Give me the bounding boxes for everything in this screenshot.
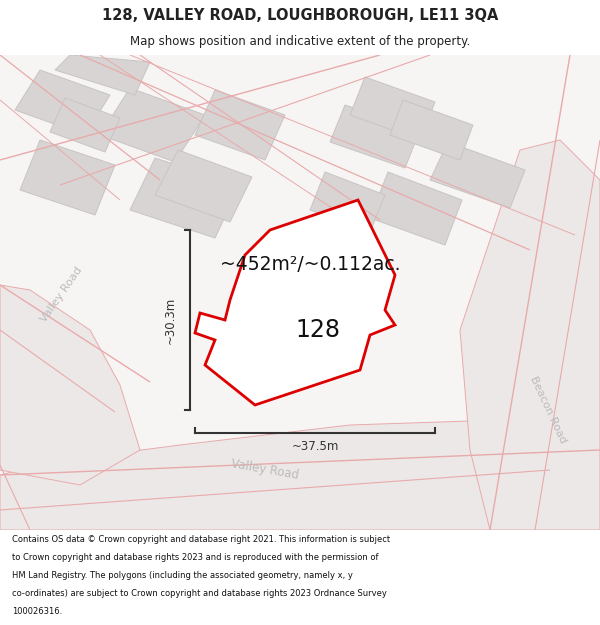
Text: 128: 128 — [296, 318, 341, 342]
Polygon shape — [460, 140, 600, 530]
Text: Contains OS data © Crown copyright and database right 2021. This information is : Contains OS data © Crown copyright and d… — [12, 535, 390, 544]
Text: 128, VALLEY ROAD, LOUGHBOROUGH, LE11 3QA: 128, VALLEY ROAD, LOUGHBOROUGH, LE11 3QA — [102, 8, 498, 23]
Text: ~37.5m: ~37.5m — [292, 441, 338, 454]
Text: Valley Road: Valley Road — [230, 458, 300, 482]
Text: ~452m²/~0.112ac.: ~452m²/~0.112ac. — [220, 256, 400, 274]
Polygon shape — [15, 70, 110, 135]
Text: 100026316.: 100026316. — [12, 607, 62, 616]
Text: Valley Road: Valley Road — [39, 266, 85, 324]
Text: HM Land Registry. The polygons (including the associated geometry, namely x, y: HM Land Registry. The polygons (includin… — [12, 571, 353, 580]
Polygon shape — [390, 100, 473, 160]
Polygon shape — [430, 142, 525, 208]
Polygon shape — [50, 98, 120, 152]
Text: co-ordinates) are subject to Crown copyright and database rights 2023 Ordnance S: co-ordinates) are subject to Crown copyr… — [12, 589, 387, 598]
Text: Beacon Road: Beacon Road — [528, 375, 568, 445]
Polygon shape — [370, 172, 462, 245]
Text: Map shows position and indicative extent of the property.: Map shows position and indicative extent… — [130, 35, 470, 48]
Polygon shape — [0, 285, 140, 485]
Polygon shape — [0, 55, 600, 530]
Polygon shape — [100, 88, 205, 162]
Polygon shape — [130, 158, 240, 238]
Polygon shape — [310, 172, 385, 232]
Polygon shape — [330, 105, 420, 168]
Text: ~30.3m: ~30.3m — [163, 296, 176, 344]
Polygon shape — [20, 140, 115, 215]
Polygon shape — [300, 235, 375, 295]
Polygon shape — [55, 55, 150, 95]
Polygon shape — [155, 150, 252, 222]
Polygon shape — [195, 90, 285, 160]
Polygon shape — [350, 77, 435, 140]
Polygon shape — [0, 420, 600, 530]
Text: to Crown copyright and database rights 2023 and is reproduced with the permissio: to Crown copyright and database rights 2… — [12, 552, 379, 562]
Polygon shape — [195, 200, 395, 405]
